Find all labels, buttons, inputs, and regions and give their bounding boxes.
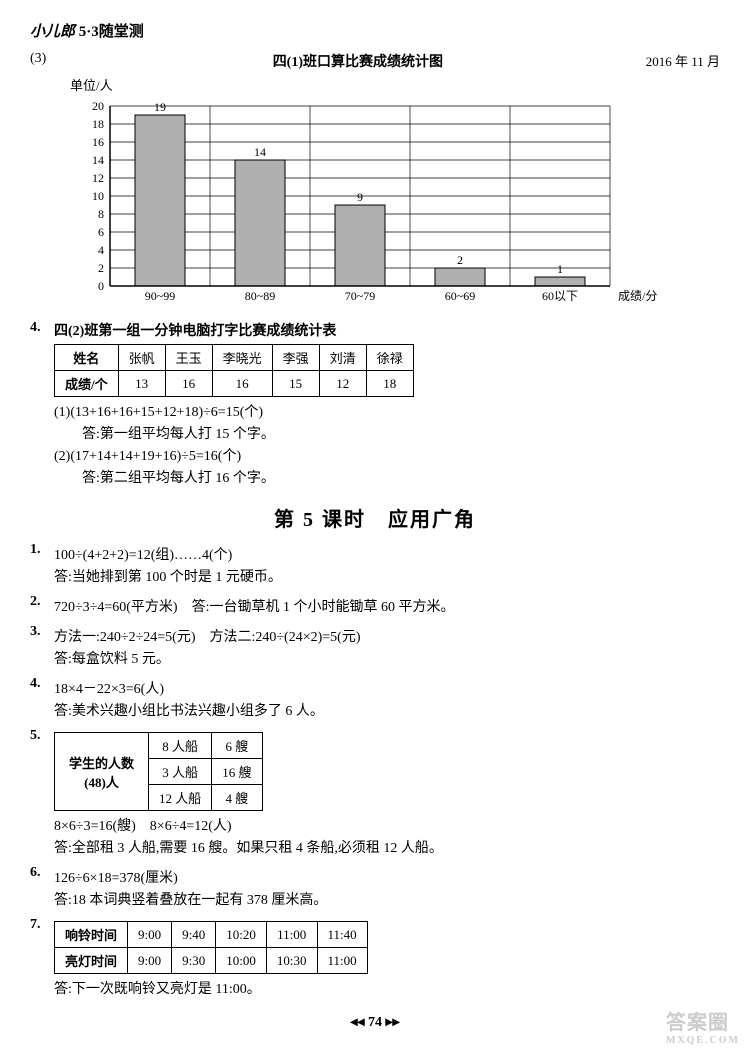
answer-line: (2)(17+14+14+19+16)÷5=16(个) [54, 445, 720, 465]
svg-text:60以下: 60以下 [542, 289, 578, 303]
question-row: 3.方法一:240÷2÷24=5(元) 方法二:240÷(24×2)=5(元)答… [30, 624, 720, 670]
answer-line: 答:每盒饮料 5 元。 [54, 648, 720, 668]
answer-line: 8×6÷3=16(艘) 8×6÷4=12(人) [54, 815, 720, 835]
svg-text:2: 2 [457, 253, 463, 267]
question-row: 4.18×4－22×3=6(人)答:美术兴趣小组比书法兴趣小组多了 6 人。 [30, 676, 720, 722]
watermark: 答案圈 MXQE.COM [666, 1006, 740, 1046]
svg-text:2: 2 [98, 261, 104, 275]
watermark-url: MXQE.COM [666, 1035, 740, 1046]
q4-table-title: 四(2)班第一组一分钟电脑打字比赛成绩统计表 [54, 320, 720, 340]
q3-label: (3) [30, 51, 70, 71]
answer-line: 720÷3÷4=60(平方米) 答:一台锄草机 1 个小时能锄草 60 平方米。 [54, 596, 720, 616]
answer-line: 答:当她排到第 100 个时是 1 元硬币。 [54, 566, 720, 586]
svg-text:80~89: 80~89 [245, 289, 276, 303]
svg-text:14: 14 [92, 153, 104, 167]
q4-num: 4. [30, 320, 54, 489]
q5-num: 5. [30, 728, 54, 859]
q7-num: 7. [30, 917, 54, 1000]
brand: 小儿郎 [30, 24, 75, 40]
answer-line: (1)(13+16+16+15+12+18)÷6=15(个) [54, 401, 720, 421]
svg-text:成绩/分: 成绩/分 [618, 289, 657, 303]
q4-table: 姓名张帆王玉李晓光李强刘清徐禄成绩/个131616151218 [54, 344, 414, 397]
answer-line: 18×4－22×3=6(人) [54, 678, 720, 698]
q7-table: 响铃时间9:009:4010:2011:0011:40亮灯时间9:009:301… [54, 921, 368, 974]
answer-line: 100÷(4+2+2)=12(组)……4(个) [54, 544, 720, 564]
q4-block: 4. 四(2)班第一组一分钟电脑打字比赛成绩统计表 姓名张帆王玉李晓光李强刘清徐… [30, 320, 720, 489]
bar-chart: 0 2 4 6 8 10 12 14 16 18 20 19 90~99 14 80~89 9 70~79 2 60… [70, 96, 680, 310]
svg-text:70~79: 70~79 [345, 289, 376, 303]
svg-text:18: 18 [92, 117, 104, 131]
svg-text:9: 9 [357, 190, 363, 204]
q7-ans: 答:下一次既响铃又亮灯是 11:00。 [54, 978, 720, 998]
svg-text:12: 12 [92, 171, 104, 185]
svg-text:10: 10 [92, 189, 104, 203]
answer-line: 答:第一组平均每人打 15 个字。 [82, 423, 720, 443]
answer-line: 答:全部租 3 人船,需要 16 艘。如果只租 4 条船,必须租 12 人船。 [54, 837, 720, 857]
page-num: 74 [368, 1015, 382, 1030]
question-num: 3. [30, 624, 54, 670]
answer-line: 答:美术兴趣小组比书法兴趣小组多了 6 人。 [54, 700, 720, 720]
answer-line: 方法一:240÷2÷24=5(元) 方法二:240÷(24×2)=5(元) [54, 626, 720, 646]
watermark-text: 答案圈 [666, 1012, 729, 1034]
question-row: 2.720÷3÷4=60(平方米) 答:一台锄草机 1 个小时能锄草 60 平方… [30, 594, 720, 618]
answer-line: 126÷6×18=378(厘米) [54, 867, 720, 887]
svg-text:14: 14 [254, 145, 266, 159]
y-unit: 单位/人 [70, 75, 720, 94]
svg-text:19: 19 [154, 100, 166, 114]
svg-text:90~99: 90~99 [145, 289, 176, 303]
svg-text:4: 4 [98, 243, 104, 257]
question-num: 4. [30, 676, 54, 722]
question-num: 2. [30, 594, 54, 618]
q5-block: 5. 学生的人数(48)人8 人船6 艘3 人船16 艘12 人船4 艘 8×6… [30, 728, 720, 859]
svg-text:60~69: 60~69 [445, 289, 476, 303]
question-num: 1. [30, 542, 54, 588]
q3-chart-block: (3) 四(1)班口算比赛成绩统计图 2016 年 11 月 单位/人 0 2 4 6… [30, 51, 720, 310]
question-row: 1.100÷(4+2+2)=12(组)……4(个)答:当她排到第 100 个时是… [30, 542, 720, 588]
chart-title: 四(1)班口算比赛成绩统计图 [70, 51, 646, 71]
svg-text:8: 8 [98, 207, 104, 221]
chart-date: 2016 年 11 月 [646, 51, 720, 71]
q5-table: 学生的人数(48)人8 人船6 艘3 人船16 艘12 人船4 艘 [54, 732, 263, 811]
svg-text:0: 0 [98, 279, 104, 293]
svg-text:6: 6 [98, 225, 104, 239]
q6-num: 6. [30, 865, 54, 911]
q6-block: 6. 126÷6×18=378(厘米)答:18 本词典竖着叠放在一起有 378 … [30, 865, 720, 911]
svg-text:1: 1 [557, 262, 563, 276]
section-heading: 第 5 课时 应用广角 [30, 503, 720, 532]
answer-line: 答:18 本词典竖着叠放在一起有 378 厘米高。 [54, 889, 720, 909]
page-header: 小儿郎 5·3随堂测 [30, 20, 720, 41]
suite: 5·3随堂测 [79, 24, 144, 40]
svg-text:20: 20 [92, 99, 104, 113]
svg-text:16: 16 [92, 135, 104, 149]
q7-block: 7. 响铃时间9:009:4010:2011:0011:40亮灯时间9:009:… [30, 917, 720, 1000]
page-footer: ◂◂ 74 ▸▸ [30, 1014, 720, 1031]
answer-line: 答:第二组平均每人打 16 个字。 [82, 467, 720, 487]
